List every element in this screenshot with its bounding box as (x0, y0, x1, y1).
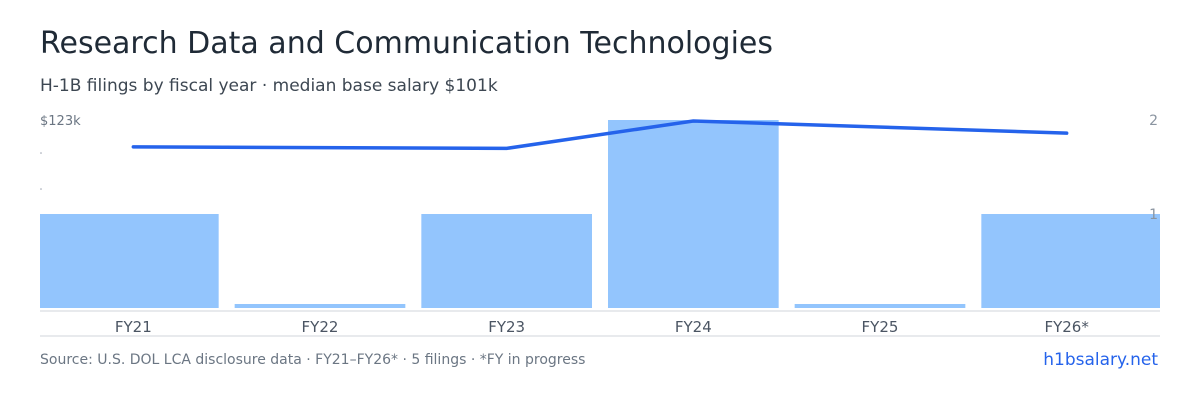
left-axis-tick-mark (40, 152, 42, 154)
source-note: Source: U.S. DOL LCA disclosure data · F… (40, 352, 586, 368)
left-axis-max-label: $123k (40, 114, 81, 129)
x-tick-label: FY23 (488, 318, 525, 336)
salary-line (131, 119, 1069, 151)
bar-fy21 (40, 214, 219, 308)
bar-fy26 (981, 214, 1160, 308)
chart-title: Research Data and Communication Technolo… (40, 26, 773, 61)
bar-fy22 (234, 304, 406, 308)
bar-fy23 (421, 214, 592, 308)
site-link[interactable]: h1bsalary.net (1043, 350, 1158, 370)
chart-subtitle: H-1B filings by fiscal year · median bas… (40, 76, 498, 96)
right-axis-tick-label: 2 (1149, 113, 1158, 129)
right-axis-tick-label: 1 (1149, 207, 1158, 223)
x-tick-label: FY24 (675, 318, 712, 336)
x-tick-label: FY21 (115, 318, 152, 336)
bar-fy25 (794, 304, 966, 308)
x-tick-label: FY26* (1044, 318, 1089, 336)
x-tick-label: FY22 (302, 318, 339, 336)
left-axis-tick-mark (40, 188, 42, 190)
x-tick-label: FY25 (862, 318, 899, 336)
bar-fy24 (608, 120, 779, 308)
